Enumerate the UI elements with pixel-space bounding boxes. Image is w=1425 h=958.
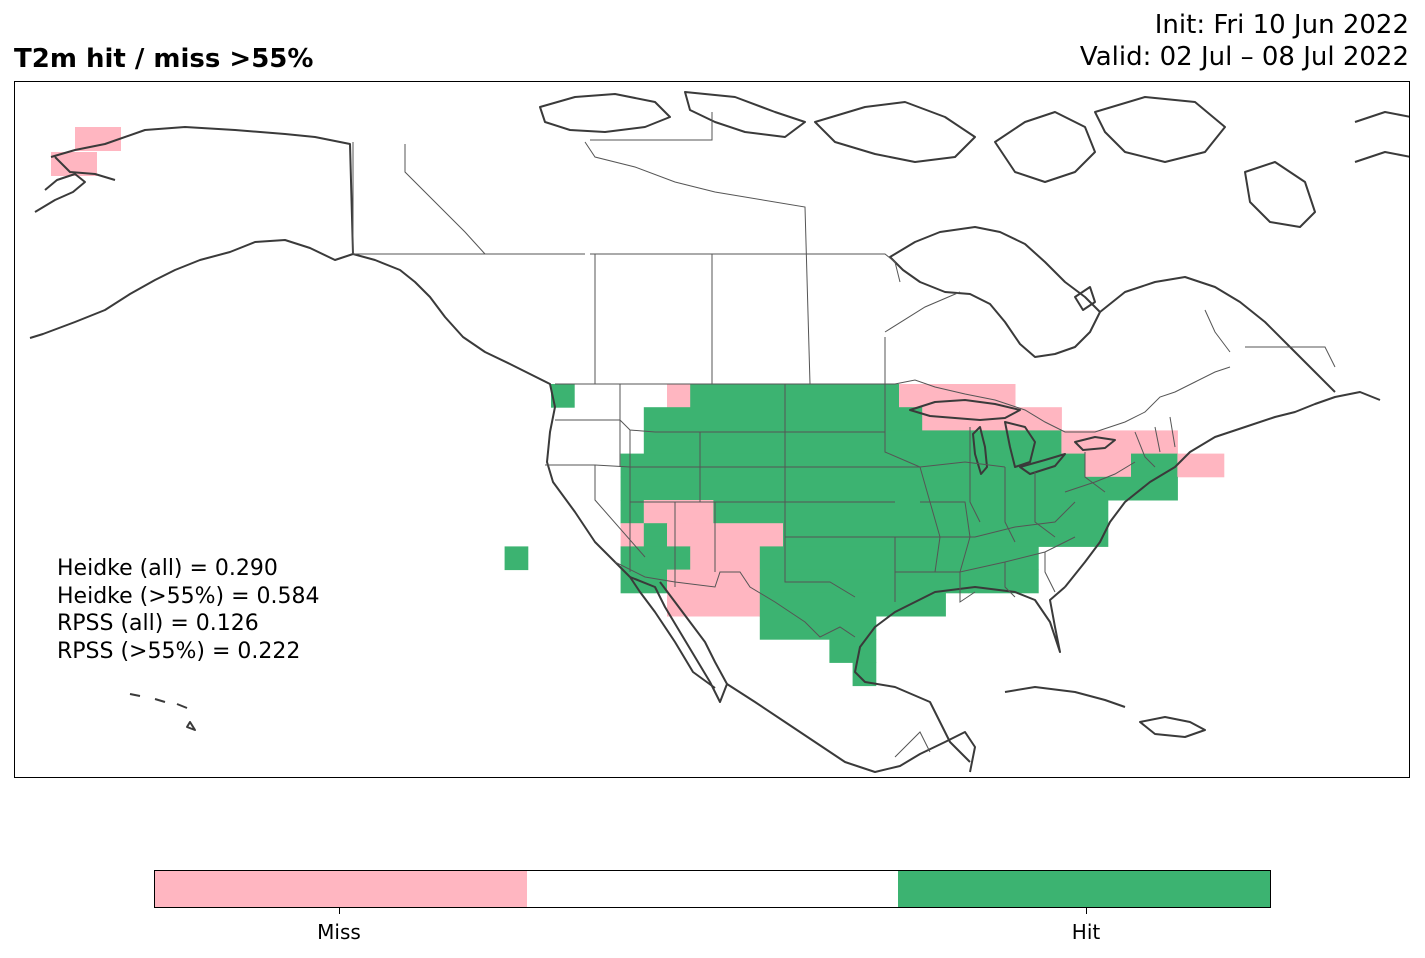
hit-cell <box>1131 453 1178 478</box>
colorbar-miss <box>155 871 527 907</box>
hit-cell <box>759 592 923 617</box>
miss-cell <box>667 592 761 617</box>
miss-cell <box>1061 430 1132 455</box>
miss-cell <box>1177 453 1225 478</box>
us-mexico-border <box>614 561 856 638</box>
hit-cell <box>690 384 900 408</box>
hit-cell <box>783 523 1109 547</box>
forecast-grid-cells <box>51 127 1225 687</box>
map-canvas <box>29 91 1409 773</box>
hit-cell <box>829 639 877 663</box>
hit-cell <box>922 569 970 594</box>
init-date: Init: Fri 10 Jun 2022 <box>1154 10 1409 40</box>
lake-huron <box>1004 421 1036 468</box>
miss-cell <box>667 569 761 594</box>
colorbar-label-miss: Miss <box>317 920 361 944</box>
map-panel[interactable] <box>14 81 1410 778</box>
hit-cell <box>899 430 1062 455</box>
canada-us-border <box>555 366 1231 433</box>
alaska-coast <box>29 126 354 339</box>
pacific-coast <box>352 253 716 689</box>
hit-cell <box>620 569 668 594</box>
rpss-all: RPSS (all) = 0.126 <box>57 611 259 636</box>
miss-cell <box>899 384 1016 408</box>
miss-cell <box>75 127 121 151</box>
map-title: T2m hit / miss >55% <box>14 44 314 74</box>
miss-cell <box>1084 453 1132 478</box>
hit-cell <box>620 546 691 571</box>
heidke-all: Heidke (all) = 0.290 <box>57 556 278 581</box>
colorbar-neutral <box>526 871 899 907</box>
hit-cell <box>852 662 877 687</box>
coastlines <box>29 91 1409 773</box>
heidke-above-55: Heidke (>55%) = 0.584 <box>57 583 320 609</box>
valid-range: Valid: 02 Jul – 08 Jul 2022 <box>1079 42 1409 72</box>
miss-cell <box>690 546 761 571</box>
baja-coast <box>629 576 728 703</box>
hit-cell <box>643 430 900 455</box>
hudson-bay <box>889 226 1101 358</box>
hit-cell <box>759 616 877 640</box>
colorbar-label-hit: Hit <box>1071 920 1101 944</box>
lake-superior <box>909 399 1021 421</box>
hit-cell <box>504 546 529 571</box>
colorbar-tick-miss <box>339 908 340 914</box>
hit-cell <box>620 500 645 524</box>
miss-cell <box>643 500 714 524</box>
lake-michigan <box>972 426 988 475</box>
miss-cell <box>620 523 645 547</box>
hit-cell <box>922 592 946 617</box>
hit-cell <box>759 569 923 594</box>
miss-cell <box>1131 430 1178 455</box>
colorbar-tick-hit <box>1086 908 1087 914</box>
lake-erie <box>1019 453 1066 475</box>
skill-scores: Heidke (all) = 0.290 Heidke (>55%) = 0.5… <box>57 555 320 665</box>
colorbar-hit <box>898 871 1271 907</box>
hit-cell <box>713 500 1109 524</box>
hit-cell <box>643 523 668 547</box>
mexico-coast <box>726 683 976 773</box>
gulf-coast <box>854 586 1066 763</box>
miss-cell <box>667 384 691 408</box>
lake-ontario <box>1074 436 1116 451</box>
colorbar <box>154 870 1271 908</box>
hit-cell <box>643 407 923 431</box>
miss-cell <box>667 523 784 547</box>
hit-cell <box>968 569 1039 594</box>
hit-cell <box>620 476 1109 501</box>
hit-cell <box>620 453 1039 478</box>
rpss-above-55: RPSS (>55%) = 0.222 <box>57 638 301 664</box>
political-borders <box>352 112 1336 758</box>
hit-cell <box>551 384 575 408</box>
atlantic-coast <box>1064 391 1381 588</box>
hit-cell <box>759 546 1039 571</box>
